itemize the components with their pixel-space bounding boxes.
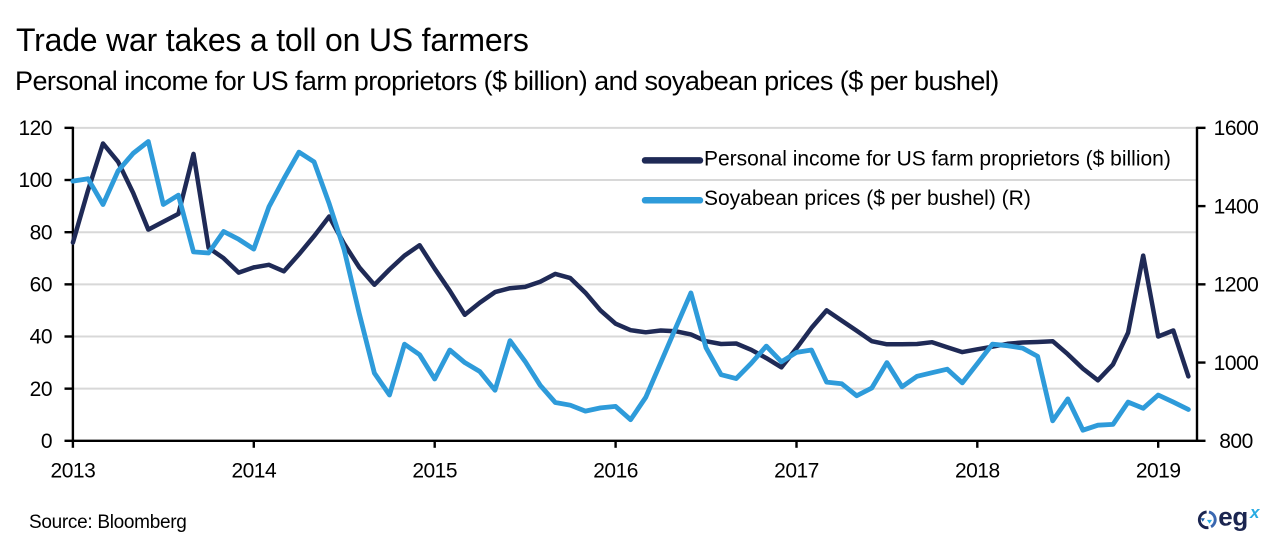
svg-text:2017: 2017 [774, 460, 819, 483]
svg-text:1400: 1400 [1214, 195, 1259, 218]
svg-text:1200: 1200 [1214, 274, 1259, 297]
svg-text:2016: 2016 [593, 460, 638, 483]
svg-text:1000: 1000 [1214, 352, 1259, 375]
svg-text:2014: 2014 [231, 460, 277, 483]
svg-text:2013: 2013 [51, 460, 96, 483]
svg-text:Trade war takes a toll on US f: Trade war takes a toll on US farmers [16, 22, 529, 58]
svg-text:Soyabean prices ($ per bushel): Soyabean prices ($ per bushel) (R) [704, 187, 1031, 210]
svg-text:Personal income for US farm pr: Personal income for US farm proprietors … [704, 147, 1171, 170]
svg-text:120: 120 [18, 117, 52, 140]
svg-text:1600: 1600 [1214, 117, 1259, 140]
svg-text:20: 20 [30, 378, 52, 401]
svg-text:2015: 2015 [412, 460, 457, 483]
svg-text:60: 60 [30, 274, 52, 297]
svg-text:eg: eg [1218, 502, 1248, 532]
svg-text:2018: 2018 [955, 460, 1000, 483]
svg-text:100: 100 [18, 169, 52, 192]
svg-text:0: 0 [41, 430, 52, 453]
svg-text:Source: Bloomberg: Source: Bloomberg [29, 512, 187, 533]
svg-text:2019: 2019 [1136, 460, 1181, 483]
svg-text:Personal income for US farm pr: Personal income for US farm proprietors … [15, 66, 999, 96]
svg-text:x: x [1249, 503, 1261, 522]
svg-text:80: 80 [30, 221, 52, 244]
svg-text:40: 40 [30, 326, 52, 349]
svg-text:800: 800 [1219, 430, 1253, 453]
